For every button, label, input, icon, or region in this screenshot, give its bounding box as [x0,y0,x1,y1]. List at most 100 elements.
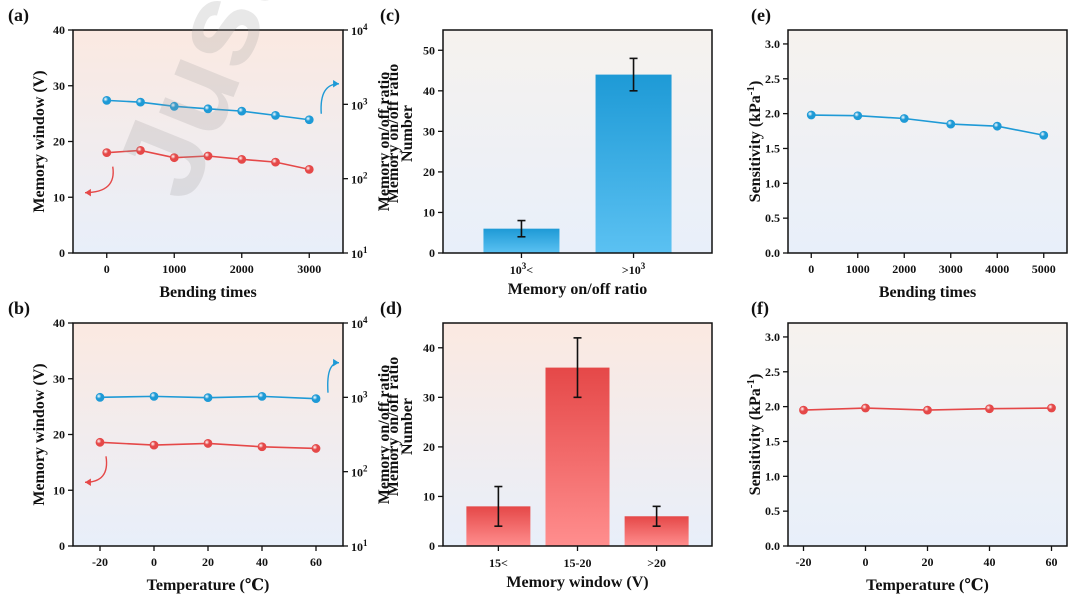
y-tick-label-4: 2.0 [765,107,780,121]
y-tick-label-0: 0 [59,246,65,260]
x-tick-label-f: 60 [1046,555,1058,569]
data-point-a [203,104,213,114]
plot-frame-d [442,322,713,547]
data-point-a [102,148,112,158]
data-point-a [136,146,145,155]
y-tick-label-2: 30 [423,124,435,138]
data-point-b [257,391,267,401]
x-tick-label-a: 2000 [230,262,254,276]
y2-tick-label-a: 103 [351,96,368,112]
y-tick-label-1: 0 [59,539,65,553]
y-tick-label-4: 2.5 [765,72,780,86]
y-tick-label-0: 20 [53,135,65,149]
panel-label-b: (b) [8,298,30,319]
y-tick-label-2: 50 [423,43,435,57]
plot-frame-c [442,29,713,254]
x-tick-label-e: 0 [808,262,814,276]
x-tick-label-f: 40 [984,555,996,569]
x-tick-label-b: -20 [92,555,108,569]
data-point-b [203,393,213,403]
data-point-f [1047,403,1056,413]
series-line-e [811,114,1044,137]
y-tick-label-3: 20 [423,440,435,454]
y-tick-label-5: 0.0 [765,539,780,553]
y2-axis-title-b: Memory on/off ratio [376,365,393,505]
data-point-f [985,404,994,414]
category-label-d: >20 [647,556,666,570]
data-point-a [169,101,179,111]
x-tick-label-e: 4000 [985,262,1009,276]
arrow-head-right-a [333,80,339,88]
panel-label-e: (e) [751,5,771,26]
y2-tick-label-a: 104 [351,22,368,38]
y-tick-label-0: 40 [53,23,65,37]
y-tick-label-2: 0 [429,246,435,260]
y-axis-title-f: Sensitivity (kPa-1) [745,374,764,496]
data-point-b [95,437,105,447]
bar-c [595,74,672,253]
plot-area-a [73,30,343,253]
panel-e: 0.0 0.5 1.0 1.5 2.0 2.5 3.0 0 1000 2000 3000 4000 50… [745,5,1068,301]
panel-label-f: (f) [751,298,769,319]
x-tick-label-e: 1000 [846,262,870,276]
data-point-a [203,151,213,161]
plot-area-f [788,323,1067,546]
y-tick-label-3: 10 [423,489,435,503]
category-label-d: 15-20 [564,556,592,570]
y-tick-label-2: 40 [423,84,435,98]
data-point-a [136,97,145,107]
data-point-b [95,392,105,402]
panel-label-a: (a) [8,5,29,26]
y-tick-label-2: 10 [423,205,435,219]
data-point-b [149,391,159,401]
data-point-a [102,95,112,105]
y-tick-label-1: 30 [53,372,65,386]
y-tick-label-1: 40 [53,316,65,330]
y-tick-label-4: 3.0 [765,37,780,51]
y-tick-label-2: 20 [423,165,435,179]
y-tick-label-5: 2.0 [765,400,780,414]
y-axis-title-b: Memory window (V) [31,363,48,505]
data-point-e [899,114,909,123]
data-point-a [304,115,314,125]
x-tick-label-b: 20 [202,555,214,569]
data-point-b [311,444,321,453]
x-tick-label-b: 40 [256,555,268,569]
y-tick-label-0: 10 [53,190,65,204]
x-tick-label-b: 0 [151,555,157,569]
y-axis-title-a: Memory window (V) [31,70,48,212]
x-axis-title-f: Temperature (℃) [866,577,989,594]
y-axis-title-d: Number [399,398,416,455]
y2-tick-label-b: 101 [351,538,368,554]
y2-tick-label-a: 102 [351,171,368,187]
data-point-e [806,110,816,120]
y-axis-title-e: Sensitivity (kPa-1) [745,81,764,203]
panel-label-d: (d) [380,298,402,319]
y-tick-label-4: 1.5 [765,141,780,155]
y-tick-label-4: 0.0 [765,246,780,260]
data-point-b [311,394,321,404]
x-tick-label-b: 60 [310,555,322,569]
x-tick-label-e: 5000 [1032,262,1056,276]
arrow-head-left-b [85,478,91,487]
y-tick-label-4: 0.5 [765,211,780,225]
data-point-f [799,405,808,415]
data-point-e [1039,130,1049,140]
y2-tick-label-a: 101 [351,245,368,261]
x-axis-title-e: Bending times [879,284,976,301]
x-axis-title-d: Memory window (V) [506,574,648,591]
panel-a: 0 10 20 30 40 0 1000 2000 3000 101 102 103 104 Memory… [8,5,393,301]
plot-area-c [443,30,712,253]
x-axis-title-c: Memory on/off ratio [508,281,648,298]
x-tick-label-a: 3000 [297,262,321,276]
plot-area-e [788,30,1067,253]
y-tick-label-0: 30 [53,79,65,93]
data-point-e [853,111,863,121]
y-axis-title-overlay-c: Memory on/off ratio [385,64,402,204]
category-label-d: 15< [489,556,508,570]
arrow-head-right-b [333,358,339,367]
x-tick-label-e: 3000 [939,262,963,276]
y-tick-label-5: 1.0 [765,469,780,483]
